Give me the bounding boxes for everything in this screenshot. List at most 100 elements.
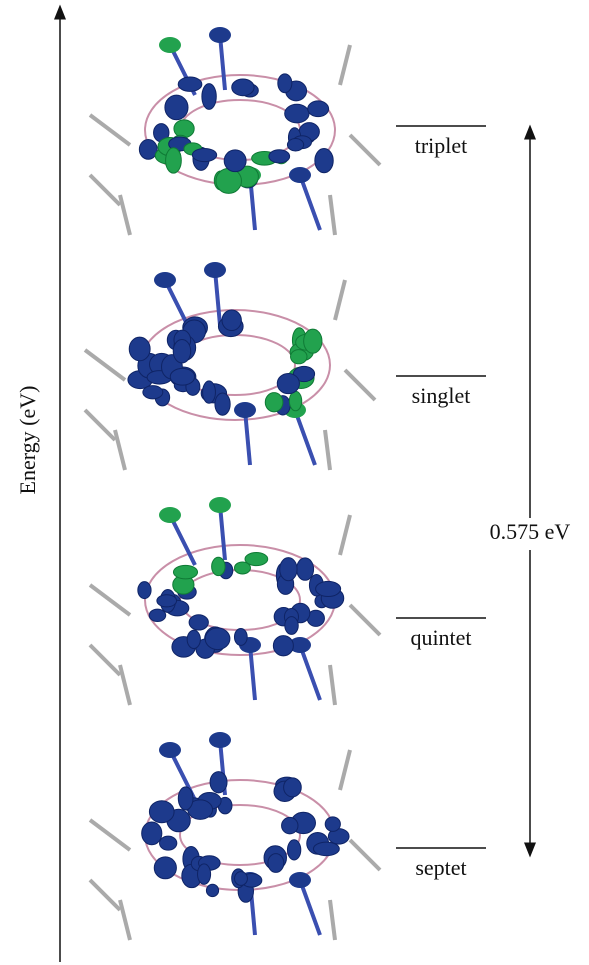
bond — [90, 645, 120, 675]
bond — [350, 840, 380, 870]
orbital-lobe — [165, 95, 188, 120]
orbital-lobe — [289, 167, 311, 183]
figure: Energy (eV) tripletsingletquintetseptet … — [0, 0, 589, 965]
orbital-lobe — [273, 636, 293, 656]
bond — [120, 665, 130, 705]
orbital-lobe — [289, 872, 311, 888]
bond — [340, 750, 350, 790]
orbital-lobe — [232, 79, 254, 96]
orbital-lobe — [157, 595, 177, 607]
bond — [330, 665, 335, 705]
state-label: triplet — [415, 133, 468, 158]
molecule — [90, 732, 380, 940]
orbital-lobe — [154, 272, 176, 288]
orbital-lobe — [129, 337, 150, 361]
orbital-lobe — [316, 581, 341, 596]
orbital-lobe — [149, 801, 174, 823]
orbital-lobe — [192, 148, 216, 161]
orbital-lobe — [269, 150, 290, 163]
bond — [90, 585, 130, 615]
gap-label: 0.575 eV — [490, 519, 571, 544]
orbital-lobe — [209, 27, 231, 43]
orbital-lobe — [297, 558, 314, 580]
bond — [300, 645, 320, 700]
orbital-lobe — [268, 854, 284, 873]
bond — [325, 430, 330, 470]
orbital-lobe — [173, 565, 197, 578]
orbital-lobe — [234, 872, 247, 886]
bond — [85, 410, 115, 440]
orbital-lobe — [209, 732, 231, 748]
orbital-lobe — [278, 74, 292, 93]
orbital-lobe — [215, 393, 230, 415]
axis-label: Energy (eV) — [15, 386, 40, 495]
orbital-lobe — [178, 787, 193, 810]
bond — [90, 820, 130, 850]
bond — [350, 135, 380, 165]
orbital-lobe — [284, 778, 302, 797]
orbital-lobe — [285, 104, 309, 123]
orbital-lobe — [159, 742, 181, 758]
orbital-lobe — [325, 817, 340, 831]
bond — [120, 900, 130, 940]
bond — [335, 280, 345, 320]
bond — [220, 35, 225, 90]
bond — [120, 195, 130, 235]
state-label: singlet — [412, 383, 471, 408]
orbital-lobe — [160, 836, 177, 850]
orbital-lobe — [149, 609, 165, 621]
bond — [90, 880, 120, 910]
bond — [350, 605, 380, 635]
orbital-lobe — [234, 628, 247, 645]
bond — [220, 505, 225, 560]
orbital-lobe — [287, 139, 303, 151]
orbital-lobe — [178, 77, 202, 91]
bond — [115, 430, 125, 470]
orbital-lobe — [245, 552, 268, 565]
bond — [330, 195, 335, 235]
molecule — [90, 27, 380, 235]
orbital-lobe — [170, 368, 194, 385]
state-label: quintet — [410, 625, 471, 650]
orbital-lobe — [204, 262, 226, 278]
orbital-lobe — [203, 381, 216, 403]
orbital-lobe — [159, 37, 181, 53]
bond — [90, 175, 120, 205]
orbital-lobe — [265, 393, 283, 412]
levels: triplet singlet quintet septet — [396, 126, 486, 880]
orbital-lobe — [143, 386, 163, 399]
bond — [85, 350, 125, 380]
orbital-lobe — [139, 140, 157, 160]
orbital-lobe — [187, 630, 200, 648]
orbital-lobe — [282, 817, 298, 833]
molecules — [85, 27, 380, 940]
orbital-lobe — [287, 840, 300, 860]
orbital-lobe — [222, 310, 241, 331]
orbital-lobe — [308, 101, 329, 117]
orbital-lobe — [166, 148, 182, 173]
bond — [300, 175, 320, 230]
orbital-lobe — [174, 120, 194, 138]
state-label: septet — [415, 855, 466, 880]
orbital-lobe — [206, 884, 218, 896]
bond — [215, 270, 220, 325]
orbital-lobe — [315, 149, 333, 173]
molecule — [85, 262, 375, 470]
bond — [330, 900, 335, 940]
orbital-lobe — [210, 772, 227, 793]
orbital-lobe — [280, 558, 297, 581]
orbital-lobe — [159, 507, 181, 523]
orbital-lobe — [189, 615, 208, 630]
bond — [300, 880, 320, 935]
bond — [245, 410, 250, 465]
bond — [250, 645, 255, 700]
bond — [90, 115, 130, 145]
orbital-lobe — [216, 168, 242, 193]
orbital-lobe — [304, 329, 322, 353]
orbital-lobe — [173, 339, 190, 363]
orbital-lobe — [285, 617, 298, 635]
orbital-lobe — [277, 373, 299, 393]
orbital-lobe — [289, 391, 301, 411]
orbital-lobe — [202, 84, 216, 110]
orbital-lobe — [224, 150, 246, 172]
